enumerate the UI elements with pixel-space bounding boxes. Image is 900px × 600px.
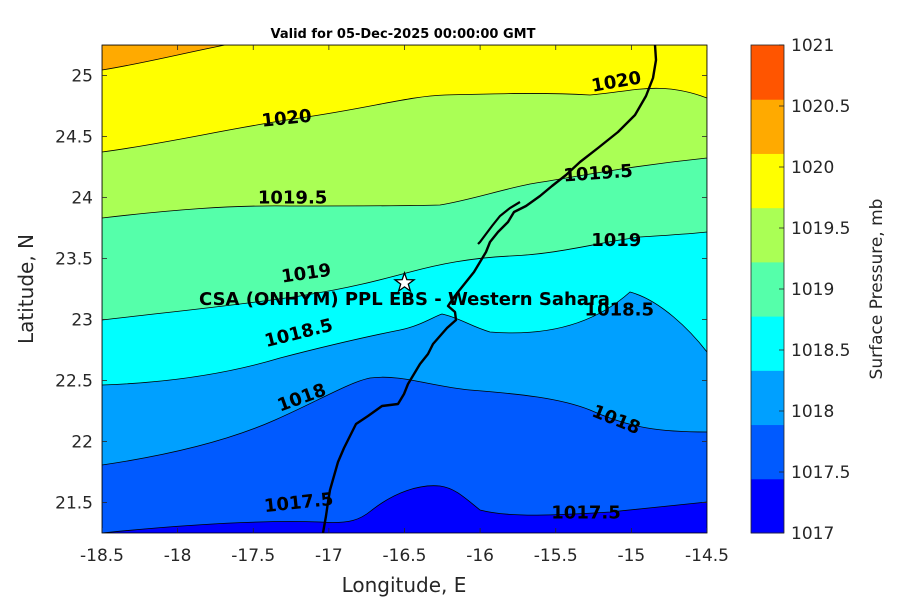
y-tick-label: 24.5 xyxy=(55,128,93,148)
colorbar-segment xyxy=(751,478,784,534)
band-1020 xyxy=(102,45,707,153)
y-tick-label: 23 xyxy=(71,311,93,331)
colorbar-segment xyxy=(751,424,784,480)
y-axis-label: Latitude, N xyxy=(14,234,38,344)
colorbar: 1017 1017.5 1018 1018.5 1019 1019.5 1020 1020.5… xyxy=(750,36,850,544)
star-icon xyxy=(393,270,416,293)
station-label: CSA (ONHYM) PPL EBS - Western Sahara xyxy=(199,289,610,310)
colorbar-segment xyxy=(751,99,784,154)
colorbar-segment xyxy=(751,261,784,317)
colorbar-tick-label: 1018.5 xyxy=(791,341,850,361)
map-title: Valid for 05-Dec-2025 00:00:00 GMT xyxy=(271,27,536,42)
contour-label: 1017.5 xyxy=(551,502,620,523)
y-tick-label: 21.5 xyxy=(55,494,93,514)
x-tick-label: -16 xyxy=(466,546,494,566)
colorbar-tick-label: 1017 xyxy=(791,524,834,544)
station-marker[interactable]: CSA (ONHYM) PPL EBS - Western Sahara xyxy=(199,270,610,310)
x-tick-label: -14.5 xyxy=(685,546,729,566)
colorbar-tick-label: 1020.5 xyxy=(791,97,850,117)
contour-label: 1019.5 xyxy=(563,161,634,187)
x-tick-label: -16.5 xyxy=(383,546,427,566)
contour-label: 1018.5 xyxy=(585,300,654,321)
colorbar-segment xyxy=(751,370,784,426)
x-tick-label: -15.5 xyxy=(534,546,578,566)
colorbar-tick-label: 1018 xyxy=(791,402,834,422)
x-tick-label: -18 xyxy=(164,546,192,566)
colorbar-segment xyxy=(751,45,784,100)
contour-label: 1019 xyxy=(591,230,641,251)
contour-label: 1019.5 xyxy=(258,188,327,209)
y-tick-label: 24 xyxy=(71,189,93,209)
colorbar-segment xyxy=(751,207,784,263)
coastline xyxy=(321,45,658,533)
colorbar-tick-label: 1021 xyxy=(791,36,834,56)
x-tick-label: -15 xyxy=(617,546,645,566)
x-axis-label: Longitude, E xyxy=(342,573,467,597)
colorbar-segment xyxy=(751,316,784,371)
y-tick-label: 22 xyxy=(71,433,93,453)
y-tick-label: 23.5 xyxy=(55,250,93,270)
colorbar-tick-label: 1020 xyxy=(791,158,834,178)
map-plot-area: 102010201019.51019.5101910191018.51018.5… xyxy=(102,45,707,533)
contour-label: 1020 xyxy=(261,106,313,132)
y-axis: 21.5 22 22.5 23 23.5 24 24.5 25 xyxy=(55,67,707,514)
x-tick-label: -17.5 xyxy=(231,546,275,566)
colorbar-label: Surface Pressure, mb xyxy=(867,199,887,380)
colorbar-tick-label: 1019 xyxy=(791,280,834,300)
x-axis: -18.5 -18 -17.5 -17 -16.5 -16 -15.5 -15 -14.5 xyxy=(80,45,729,566)
x-tick-label: -18.5 xyxy=(80,546,124,566)
y-tick-label: 22.5 xyxy=(55,372,93,392)
colorbar-tick-label: 1019.5 xyxy=(791,219,850,239)
x-tick-label: -17 xyxy=(315,546,343,566)
coastline-peninsula xyxy=(477,201,521,245)
y-tick-label: 25 xyxy=(71,67,93,87)
colorbar-tick-label: 1017.5 xyxy=(791,463,850,483)
colorbar-segment xyxy=(751,153,784,209)
